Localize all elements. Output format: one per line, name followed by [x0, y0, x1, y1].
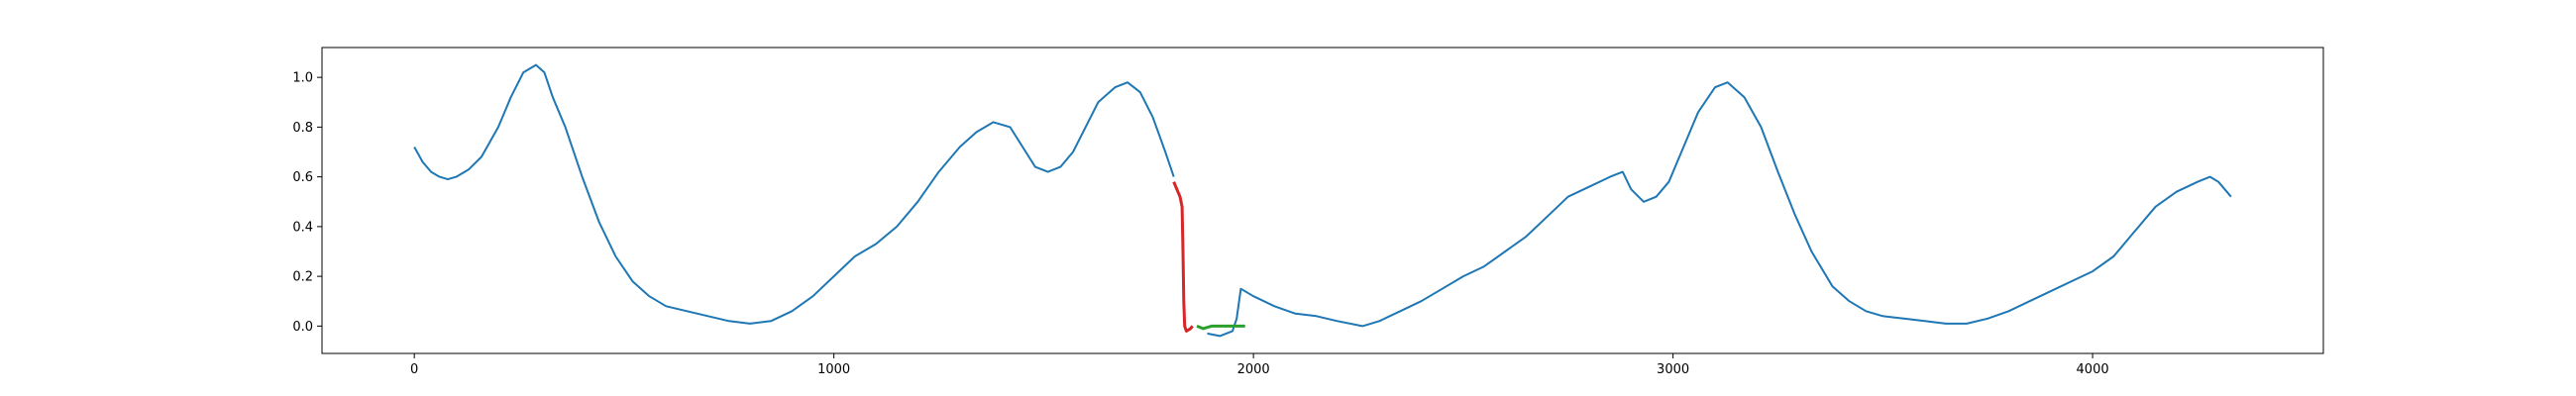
y-tick-label: 0.0	[292, 320, 313, 335]
series-line-1	[1207, 81, 2232, 338]
y-axis: 0.0 0.2 0.4 0.6 0.8 1.0	[292, 71, 322, 335]
plot-area	[413, 63, 2232, 338]
x-tick-label: 4000	[2077, 362, 2109, 377]
axes-frame	[321, 47, 2324, 354]
x-tick-label: 0	[410, 362, 418, 377]
x-axis: 0 1000 2000 3000 4000	[410, 353, 2109, 377]
y-tick-label: 0.8	[292, 121, 313, 136]
x-tick-label: 1000	[817, 362, 850, 377]
series-line-0	[413, 63, 1175, 325]
y-tick-label: 0.4	[292, 220, 313, 235]
y-tick-label: 0.2	[292, 270, 313, 285]
y-tick-label: 1.0	[292, 71, 313, 86]
y-tick-label: 0.6	[292, 170, 313, 185]
series-line-2	[1172, 181, 1194, 333]
x-tick-label: 2000	[1237, 362, 1270, 377]
series-line-3	[1196, 324, 1245, 331]
x-tick-label: 3000	[1657, 362, 1689, 377]
